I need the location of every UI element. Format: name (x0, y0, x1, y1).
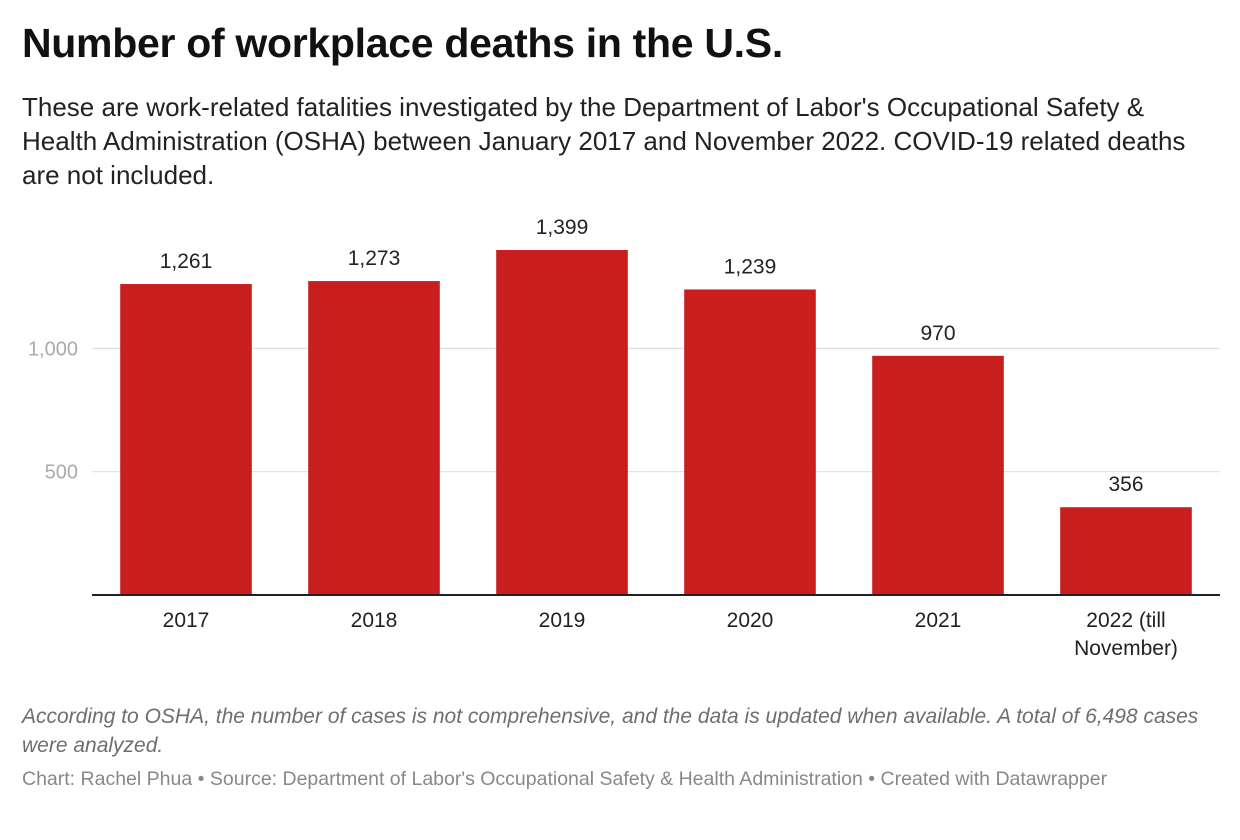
value-labels: 1,261 1,273 1,399 1,239 970 356 (160, 216, 1144, 496)
credit-separator: • (862, 768, 881, 790)
value-label: 1,273 (348, 247, 401, 270)
x-axis: 2017 2018 2019 2020 2021 2022 (till November) (92, 594, 1220, 660)
gridlines: 500 1,000 (28, 338, 1220, 484)
x-tick-label: 2022 (till (1086, 609, 1165, 632)
credit-separator: • (192, 768, 210, 790)
datawrapper-link[interactable]: Datawrapper (995, 768, 1108, 790)
value-label: 970 (920, 322, 955, 345)
credit-tool-prefix: Created with (880, 768, 996, 790)
bar (1060, 507, 1192, 595)
bar (120, 284, 252, 595)
value-label: 1,261 (160, 250, 213, 273)
x-tick-label: 2019 (539, 609, 586, 632)
bars (120, 250, 1192, 595)
credit-source: Department of Labor's Occupational Safet… (282, 768, 863, 790)
x-tick-label: 2020 (727, 609, 774, 632)
value-label: 1,399 (536, 216, 589, 239)
bar-chart: 500 1,000 1,261 1,273 1,399 1,239 970 356 2017… (28, 216, 1220, 660)
value-label: 1,239 (724, 255, 777, 278)
bar (684, 289, 816, 595)
chart-title: Number of workplace deaths in the U.S. (22, 20, 783, 66)
y-tick-label: 1,000 (28, 338, 78, 360)
y-tick-label: 500 (45, 462, 78, 484)
credit-author: Rachel Phua (80, 768, 193, 790)
x-tick-label: 2021 (915, 609, 962, 632)
bar (496, 250, 628, 595)
bar (308, 281, 440, 595)
value-label: 356 (1108, 473, 1143, 496)
chart-subtitle: These are work-related fatalities invest… (22, 92, 1186, 190)
x-tick-label: 2017 (163, 609, 210, 632)
x-tick-label: November) (1074, 637, 1178, 660)
credit-source-prefix: Source: (209, 768, 283, 790)
bar (872, 355, 1004, 595)
chart-credit: Chart: Rachel Phua • Source: Department … (22, 766, 1212, 793)
credit-chart-prefix: Chart: (22, 768, 81, 790)
x-tick-label: 2018 (351, 609, 398, 632)
chart-notes: According to OSHA, the number of cases i… (22, 705, 1199, 757)
